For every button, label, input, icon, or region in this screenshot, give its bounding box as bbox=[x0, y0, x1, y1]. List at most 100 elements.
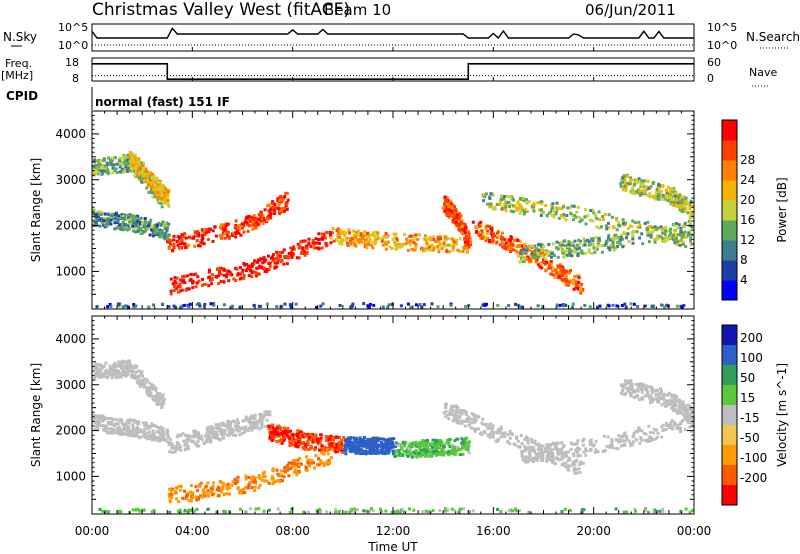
range-cell bbox=[343, 449, 347, 453]
range-cell bbox=[219, 279, 223, 283]
range-cell bbox=[114, 375, 118, 379]
range-cell bbox=[570, 242, 574, 246]
range-cell bbox=[660, 236, 664, 240]
range-cell bbox=[616, 241, 620, 244]
range-cell bbox=[124, 426, 128, 430]
range-cell bbox=[270, 206, 274, 209]
range-cell bbox=[135, 426, 139, 430]
range-cell bbox=[222, 280, 226, 284]
range-cell bbox=[268, 436, 272, 439]
range-cell bbox=[211, 239, 215, 243]
range-cell bbox=[252, 261, 256, 265]
range-cell bbox=[172, 234, 176, 238]
range-cell bbox=[355, 230, 359, 234]
range-cell bbox=[260, 416, 264, 419]
range-cell bbox=[244, 425, 248, 429]
range-cell bbox=[508, 436, 512, 440]
range-cell bbox=[107, 218, 111, 222]
range-cell bbox=[226, 426, 230, 430]
range-cell bbox=[665, 190, 669, 194]
range-cell bbox=[505, 194, 509, 198]
range-cell bbox=[673, 194, 677, 198]
range-cell bbox=[122, 370, 126, 373]
range-cell bbox=[426, 244, 430, 248]
range-cell bbox=[629, 182, 633, 186]
range-cell bbox=[540, 246, 544, 250]
range-cell bbox=[209, 487, 213, 491]
range-cell bbox=[113, 362, 117, 366]
range-cell bbox=[466, 249, 469, 253]
power-colorbar-label: Power [dB] bbox=[775, 177, 789, 242]
range-cell bbox=[118, 214, 122, 218]
range-cell bbox=[169, 239, 173, 243]
range-cell bbox=[615, 218, 619, 222]
range-cell bbox=[546, 254, 550, 257]
range-cell bbox=[348, 231, 352, 235]
range-cell bbox=[270, 430, 274, 434]
range-cell bbox=[605, 227, 609, 231]
range-cell bbox=[601, 215, 605, 219]
range-cell bbox=[336, 449, 340, 453]
range-cell bbox=[137, 369, 141, 373]
range-cell bbox=[372, 447, 376, 451]
range-cell bbox=[639, 193, 642, 197]
nsky-series-line bbox=[91, 27, 694, 40]
range-cell bbox=[520, 257, 524, 261]
range-cell bbox=[133, 166, 137, 170]
range-cell bbox=[202, 305, 206, 309]
range-cell bbox=[128, 157, 132, 160]
range-cell bbox=[93, 428, 97, 431]
range-cell bbox=[444, 451, 448, 455]
range-cell bbox=[166, 429, 170, 433]
range-cell bbox=[537, 442, 541, 446]
range-cell bbox=[552, 209, 555, 213]
range-cell bbox=[325, 231, 329, 234]
range-cell bbox=[428, 236, 432, 240]
range-cell bbox=[115, 418, 118, 422]
range-cell bbox=[647, 240, 651, 244]
range-cell bbox=[450, 452, 454, 456]
range-cell bbox=[206, 237, 210, 241]
ytick-label: 2000 bbox=[55, 219, 86, 233]
range-cell bbox=[587, 240, 591, 244]
range-cell bbox=[564, 303, 568, 307]
range-cell bbox=[301, 252, 305, 255]
range-cell bbox=[139, 161, 143, 165]
range-cell bbox=[442, 451, 446, 455]
range-cell bbox=[223, 226, 227, 230]
range-cell bbox=[104, 166, 108, 170]
range-cell bbox=[587, 250, 591, 254]
range-cell bbox=[259, 210, 263, 214]
range-cell bbox=[148, 381, 151, 385]
range-cell bbox=[429, 248, 433, 252]
range-cell bbox=[105, 168, 109, 171]
range-cell bbox=[363, 230, 367, 234]
range-cell bbox=[102, 169, 106, 173]
range-cell bbox=[249, 220, 253, 224]
range-cell bbox=[413, 455, 417, 458]
range-cell bbox=[508, 205, 511, 209]
range-cell bbox=[539, 262, 543, 266]
range-cell bbox=[642, 191, 646, 195]
range-cell bbox=[345, 238, 348, 242]
range-cell bbox=[463, 247, 466, 250]
range-cell bbox=[96, 424, 100, 428]
range-cell bbox=[285, 262, 289, 266]
range-cell bbox=[668, 229, 672, 233]
range-cell bbox=[196, 275, 200, 279]
range-cell bbox=[243, 418, 247, 422]
range-cell bbox=[212, 481, 216, 485]
range-cell bbox=[188, 302, 192, 306]
range-cell bbox=[653, 237, 657, 241]
range-cell bbox=[286, 468, 290, 472]
range-cell bbox=[138, 222, 142, 226]
range-cell bbox=[325, 460, 329, 464]
range-cell bbox=[194, 442, 198, 446]
range-cell bbox=[656, 197, 660, 201]
range-cell bbox=[263, 414, 267, 418]
range-cell bbox=[224, 492, 228, 496]
range-cell bbox=[212, 303, 216, 307]
range-cell bbox=[616, 244, 620, 248]
range-cell bbox=[638, 236, 642, 240]
